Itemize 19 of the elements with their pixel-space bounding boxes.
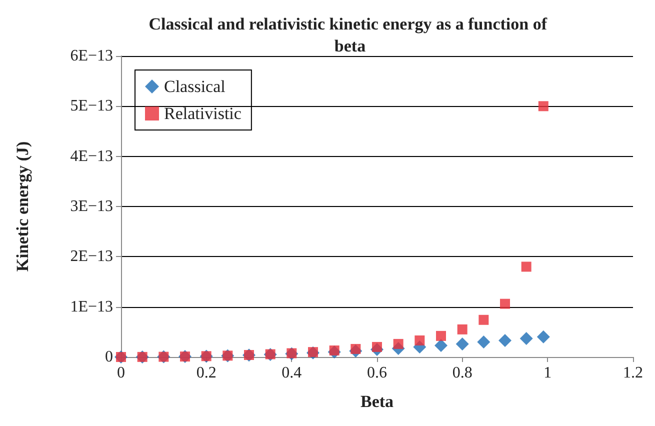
chart-title: Classical and relativistic kinetic energy as a function of beta (148, 14, 552, 56)
x-tick-label: 0.8 (452, 364, 472, 382)
y-tick-label: 4E−13 (70, 148, 113, 165)
legend-label: Relativistic (164, 104, 242, 123)
y-tick-label: 5E−13 (70, 98, 113, 115)
y-tick-label: 6E−13 (70, 48, 113, 64)
x-axis-title: Beta (360, 392, 394, 411)
y-tick-label: 3E−13 (70, 198, 113, 215)
legend-label: Classical (164, 77, 226, 96)
x-tick-label: 1 (544, 364, 552, 382)
y-tick-label: 2E−13 (70, 248, 113, 266)
x-tick-label: 0.6 (367, 364, 387, 382)
y-tick-label: 0 (105, 348, 113, 366)
x-tick-label: 0.4 (282, 364, 302, 382)
y-tick-label: 1E−13 (70, 298, 113, 316)
x-tick-label: 0.2 (196, 364, 216, 382)
x-tick-label: 1.2 (623, 364, 643, 382)
y-axis-title: Kinetic energy (J) (13, 141, 32, 272)
x-tick-label: 0 (117, 364, 125, 382)
